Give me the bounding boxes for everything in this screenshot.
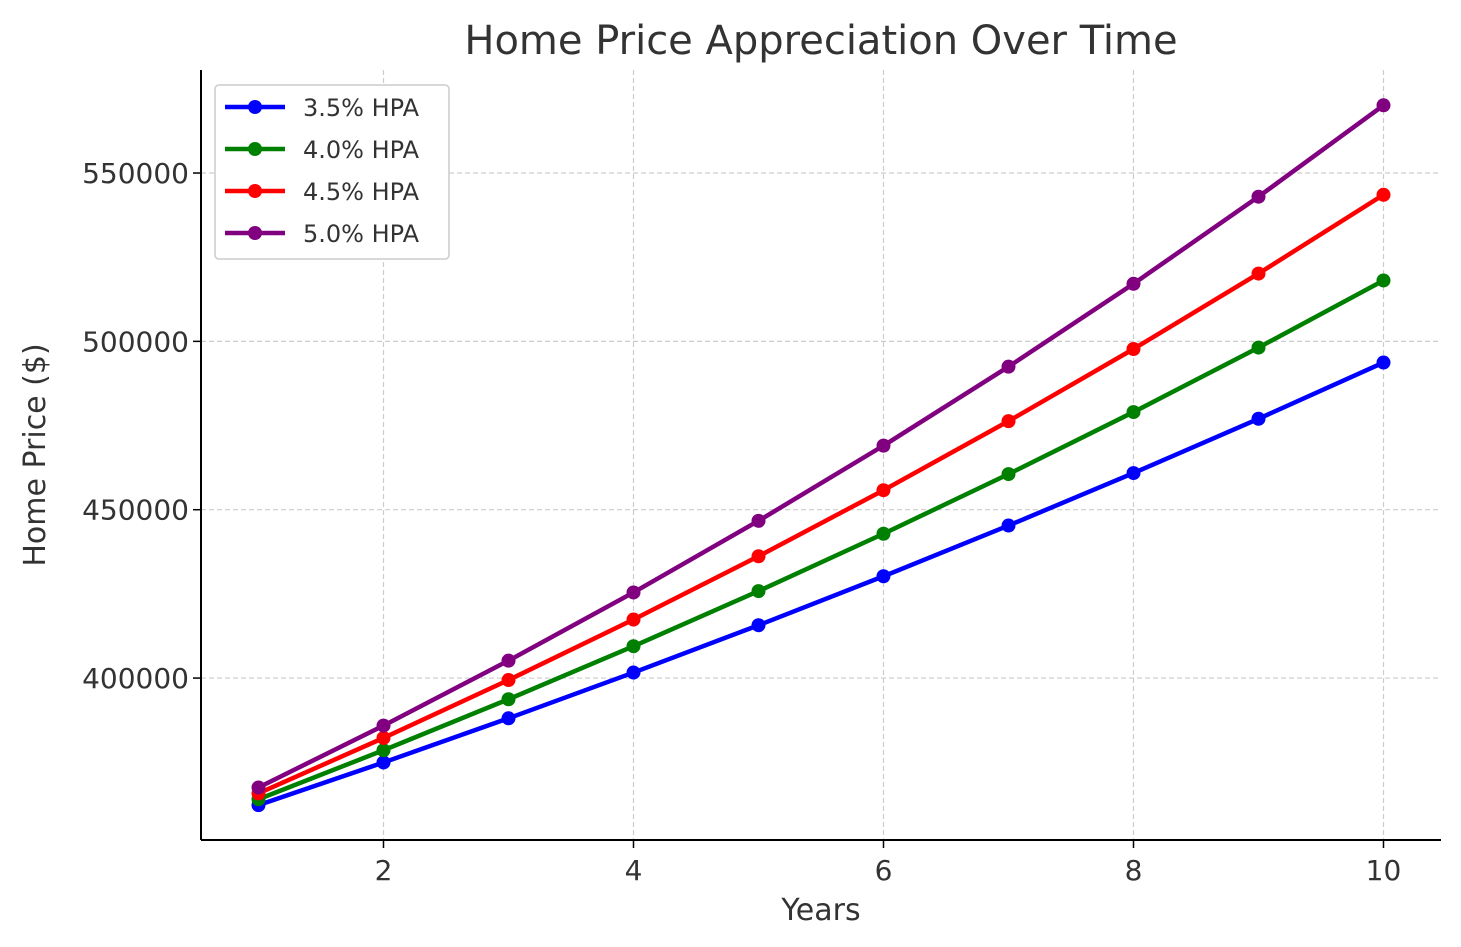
data-point [376, 718, 391, 733]
data-point [1376, 98, 1391, 113]
data-point [876, 526, 891, 541]
chart-title: Home Price Appreciation Over Time [464, 18, 1177, 64]
data-point [751, 618, 766, 633]
data-point [626, 585, 641, 600]
data-point [1376, 273, 1391, 288]
legend-label: 4.5% HPA [303, 178, 420, 206]
x-tick-label: 4 [625, 854, 643, 887]
series-line [257, 103, 1385, 790]
legend-box [214, 84, 450, 260]
legend-swatch-marker [248, 226, 262, 240]
data-point [626, 639, 641, 654]
series-4-5-hpa [251, 187, 1391, 801]
data-point [1001, 414, 1016, 429]
data-point [1251, 189, 1266, 204]
data-point [501, 653, 516, 668]
data-point [376, 743, 391, 758]
data-point [376, 755, 391, 770]
data-point [1126, 341, 1141, 356]
y-axis-label: Home Price ($) [18, 343, 53, 566]
y-tick-label: 550000 [82, 157, 189, 190]
data-point [626, 612, 641, 627]
legend: 3.5% HPA 4.0% HPA 4.5% HPA 5.0% HPA [214, 84, 450, 260]
data-point [1126, 466, 1141, 481]
data-point [876, 438, 891, 453]
data-point [1251, 411, 1266, 426]
series-group [251, 98, 1391, 813]
data-point [876, 483, 891, 498]
grid [201, 70, 1441, 840]
data-point [376, 730, 391, 745]
data-point [626, 665, 641, 680]
legend-label: 5.0% HPA [303, 220, 420, 248]
data-point [1126, 276, 1141, 291]
y-tick-label: 500000 [82, 325, 189, 358]
ticks: 2 4 6 8 10 400000 450000 500000 550000 [82, 157, 1401, 887]
data-point [751, 513, 766, 528]
y-tick-label: 450000 [82, 494, 189, 527]
x-tick-label: 6 [875, 854, 893, 887]
legend-label: 4.0% HPA [303, 136, 420, 164]
axes [200, 70, 1441, 841]
legend-swatch-marker [248, 184, 262, 198]
x-tick-label: 10 [1366, 854, 1402, 887]
series-4-0-hpa [251, 273, 1391, 807]
data-point [751, 584, 766, 599]
legend-label: 3.5% HPA [303, 94, 420, 122]
data-point [501, 692, 516, 707]
legend-swatch-marker [248, 142, 262, 156]
x-tick-label: 2 [375, 854, 393, 887]
y-tick-label: 400000 [82, 662, 189, 695]
x-tick-label: 8 [1125, 854, 1143, 887]
data-point [1001, 518, 1016, 533]
series-3-5-hpa [251, 355, 1391, 813]
data-point [501, 711, 516, 726]
series-line [257, 192, 1385, 796]
data-point [1376, 187, 1391, 202]
data-point [251, 780, 266, 795]
data-point [1251, 340, 1266, 355]
data-point [751, 549, 766, 564]
series-line [257, 360, 1385, 808]
series-line [257, 278, 1385, 802]
data-point [1001, 359, 1016, 374]
x-axis-label: Years [780, 893, 860, 928]
data-point [876, 569, 891, 584]
data-point [1251, 266, 1266, 281]
data-point [1376, 355, 1391, 370]
legend-swatch-marker [248, 100, 262, 114]
data-point [1001, 467, 1016, 482]
series-5-0-hpa [251, 98, 1391, 795]
data-point [1126, 405, 1141, 420]
data-point [501, 673, 516, 688]
